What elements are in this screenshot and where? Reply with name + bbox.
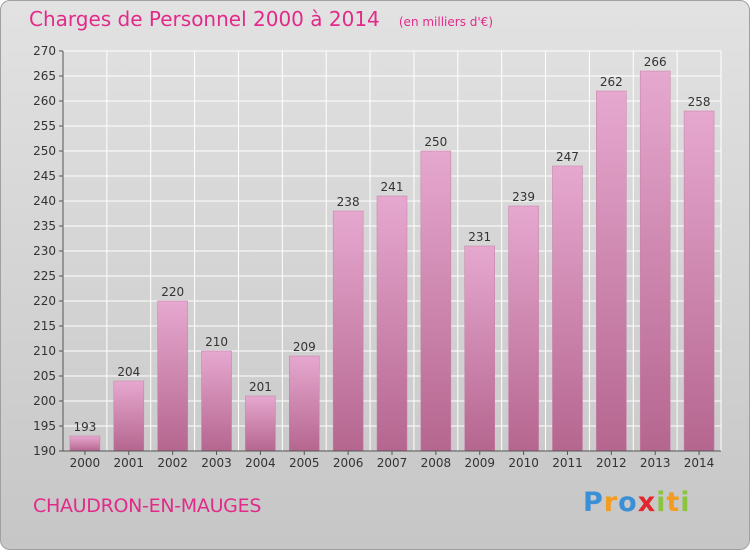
x-tick-label: 2005 bbox=[289, 456, 320, 470]
data-label: 231 bbox=[468, 230, 491, 244]
axes: 190 195 200 205 210 215 220 225 230 235 240 245 250 2… bbox=[33, 44, 721, 470]
commune-name: CHAUDRON-EN-MAUGES bbox=[33, 495, 262, 517]
data-label: 220 bbox=[161, 285, 184, 299]
data-label: 250 bbox=[424, 135, 447, 149]
bar bbox=[332, 210, 364, 452]
x-tick-label: 2012 bbox=[596, 456, 627, 470]
bar bbox=[464, 245, 495, 452]
data-label: 210 bbox=[205, 335, 228, 349]
y-tick-label: 225 bbox=[33, 269, 56, 283]
data-label: 258 bbox=[688, 95, 711, 109]
data-label: 193 bbox=[73, 420, 96, 434]
chart-subtitle: (en milliers d'€) bbox=[398, 15, 493, 29]
bar bbox=[69, 435, 101, 452]
logo-letter: t bbox=[666, 487, 681, 518]
x-tick-label: 2006 bbox=[333, 456, 364, 470]
logo-letter: r bbox=[603, 487, 619, 518]
bar bbox=[157, 300, 188, 452]
logo-letter: o bbox=[618, 487, 638, 518]
bar bbox=[639, 70, 671, 452]
y-tick-label: 245 bbox=[33, 169, 56, 183]
data-label: 266 bbox=[644, 55, 667, 69]
x-tick-label: 2014 bbox=[684, 456, 715, 470]
y-tick-label: 255 bbox=[33, 119, 56, 133]
bar bbox=[245, 395, 276, 452]
proxiti-logo: Proxiti bbox=[583, 487, 691, 518]
y-tick-label: 240 bbox=[33, 194, 56, 208]
data-label: 262 bbox=[600, 75, 623, 89]
logo-letter: x bbox=[637, 487, 657, 518]
x-tick-label: 2008 bbox=[421, 456, 452, 470]
x-tick-label: 2004 bbox=[245, 456, 276, 470]
y-tick-label: 270 bbox=[33, 44, 56, 58]
bar bbox=[683, 110, 715, 452]
data-label: 238 bbox=[337, 195, 360, 209]
data-label: 239 bbox=[512, 190, 535, 204]
logo-letter: i bbox=[680, 487, 691, 518]
x-tick-label: 2011 bbox=[552, 456, 583, 470]
data-label: 201 bbox=[249, 380, 272, 394]
data-label: 241 bbox=[381, 180, 404, 194]
x-tick-label: 2003 bbox=[201, 456, 232, 470]
bar bbox=[201, 350, 232, 452]
data-label: 204 bbox=[117, 365, 140, 379]
y-tick-label: 265 bbox=[33, 69, 56, 83]
bar bbox=[508, 205, 539, 452]
bar bbox=[289, 355, 320, 452]
bars: 193 204 220 210 201 209 238 241 250 231 239 247 262 2… bbox=[69, 55, 715, 452]
data-label: 209 bbox=[293, 340, 316, 354]
y-tick-label: 260 bbox=[33, 94, 56, 108]
y-tick-label: 210 bbox=[33, 344, 56, 358]
title-row: Charges de Personnel 2000 à 2014 (en mil… bbox=[29, 7, 493, 31]
bar bbox=[596, 90, 627, 452]
x-tick-label: 2009 bbox=[464, 456, 495, 470]
y-tick-label: 205 bbox=[33, 369, 56, 383]
data-label: 247 bbox=[556, 150, 579, 164]
x-tick-label: 2000 bbox=[70, 456, 101, 470]
bar bbox=[420, 150, 452, 452]
y-tick-label: 195 bbox=[33, 419, 56, 433]
x-tick-label: 2007 bbox=[377, 456, 408, 470]
chart-title: Charges de Personnel 2000 à 2014 bbox=[29, 7, 380, 31]
x-tick-label: 2002 bbox=[157, 456, 188, 470]
bar bbox=[552, 165, 583, 452]
y-tick-label: 230 bbox=[33, 244, 56, 258]
x-tick-label: 2010 bbox=[508, 456, 539, 470]
logo-letter: P bbox=[583, 487, 604, 518]
logo-letter: i bbox=[656, 487, 667, 518]
y-tick-label: 215 bbox=[33, 319, 56, 333]
x-tick-label: 2001 bbox=[114, 456, 145, 470]
y-tick-label: 190 bbox=[33, 444, 56, 458]
y-tick-label: 220 bbox=[33, 294, 56, 308]
y-tick-label: 200 bbox=[33, 394, 56, 408]
y-tick-label: 235 bbox=[33, 219, 56, 233]
bar bbox=[113, 380, 145, 452]
bar bbox=[376, 195, 408, 452]
x-tick-label: 2013 bbox=[640, 456, 671, 470]
y-tick-label: 250 bbox=[33, 144, 56, 158]
